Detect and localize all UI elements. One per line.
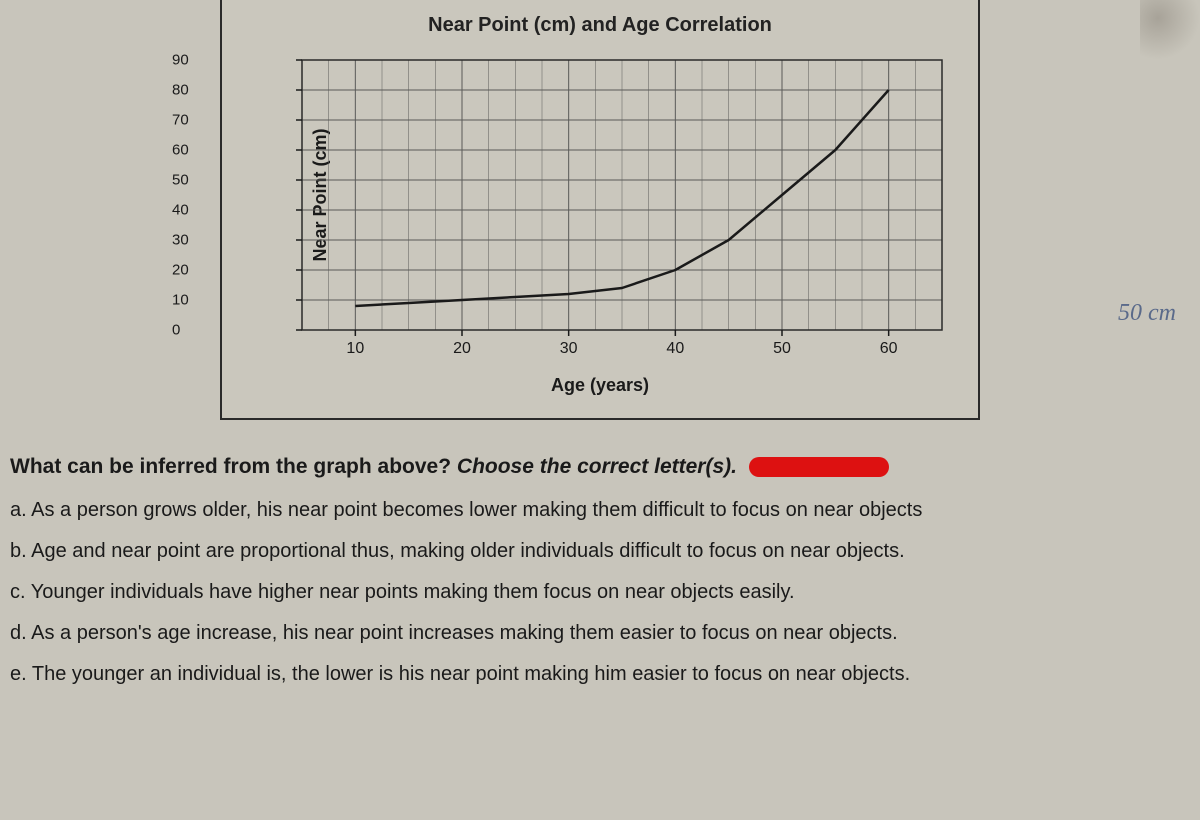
- chart-svg: [294, 58, 944, 340]
- x-tick-label: 50: [773, 340, 791, 358]
- page-smudge: [1140, 0, 1200, 60]
- y-tick-label: 0: [172, 322, 292, 339]
- y-tick-label: 60: [172, 142, 292, 159]
- y-tick-label: 10: [172, 292, 292, 309]
- x-tick-label: 30: [560, 340, 578, 358]
- handwritten-annotation: 50 cm: [1118, 300, 1176, 327]
- y-tick-label: 40: [172, 202, 292, 219]
- chart-plot: Near Point (cm): [302, 60, 942, 330]
- chart-container: Near Point (cm) and Age Correlation Near…: [220, 0, 980, 420]
- option-b: b. Age and near point are proportional t…: [10, 538, 1190, 565]
- option-a: a. As a person grows older, his near poi…: [10, 497, 1190, 524]
- y-tick-label: 30: [172, 232, 292, 249]
- redaction-mark: [749, 457, 889, 477]
- option-c: c. Younger individuals have higher near …: [10, 579, 1190, 606]
- option-d: d. As a person's age increase, his near …: [10, 620, 1190, 647]
- x-axis-label: Age (years): [222, 375, 978, 396]
- question-block: What can be inferred from the graph abov…: [10, 455, 1190, 702]
- x-tick-label: 10: [346, 340, 364, 358]
- chart-title: Near Point (cm) and Age Correlation: [222, 14, 978, 37]
- x-tick-label: 40: [666, 340, 684, 358]
- y-tick-label: 80: [172, 82, 292, 99]
- y-tick-label: 50: [172, 172, 292, 189]
- x-tick-label: 20: [453, 340, 471, 358]
- y-tick-label: 20: [172, 262, 292, 279]
- x-tick-label: 60: [880, 340, 898, 358]
- y-tick-label: 90: [172, 52, 292, 69]
- question-stem: What can be inferred from the graph abov…: [10, 455, 1190, 479]
- option-e: e. The younger an individual is, the low…: [10, 661, 1190, 688]
- question-stem-text: What can be inferred from the graph abov…: [10, 455, 457, 478]
- y-tick-label: 70: [172, 112, 292, 129]
- question-stem-italic: Choose the correct letter(s).: [457, 455, 737, 478]
